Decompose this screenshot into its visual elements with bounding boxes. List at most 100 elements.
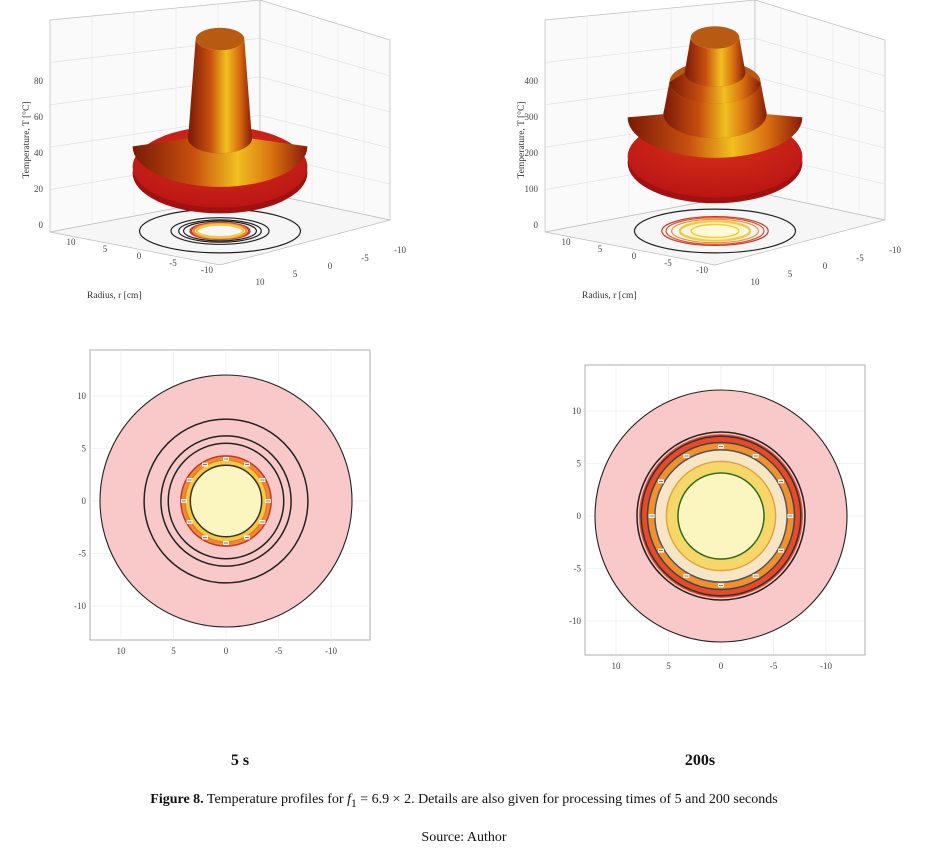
temperature-band — [190, 465, 262, 537]
x-tick-label: 5 — [666, 661, 671, 671]
y-tick-label: -5 — [574, 564, 582, 574]
floor-contour — [665, 217, 765, 245]
y-tick-label: 0 — [577, 511, 582, 521]
contour-line — [167, 442, 285, 560]
contour-line — [636, 431, 806, 601]
x-tick-label: 5 — [171, 646, 176, 656]
wall-grid — [754, 38, 886, 77]
x-tick-label: -5 — [770, 661, 778, 671]
surface-svg-5s: 0 20 40 60 80 10 5 0 -5 -10 10 5 0 -5 -10 Temperature, … — [21, 0, 406, 301]
z-tick-label: 0 — [39, 220, 44, 230]
x-tick-label: 5 — [598, 244, 603, 254]
surface-wall — [684, 37, 746, 87]
x-tick-label: 0 — [224, 646, 229, 656]
contour-plot-5s: 10 5 0 -5 -10 10 5 0 -5 -10 — [60, 340, 400, 675]
x-tick-label: 10 — [562, 237, 572, 247]
z-axis-label: Temperature, T [°C] — [21, 102, 32, 179]
wall-grid — [754, 76, 886, 113]
x-tick-label: -5 — [664, 258, 672, 268]
floor-contour — [183, 220, 258, 242]
x-tick-label: 10 — [117, 646, 127, 656]
time-label-200s: 200s — [684, 752, 716, 769]
z-tick-label: 20 — [34, 184, 44, 194]
y-tick-label: 10 — [572, 406, 582, 416]
surface-wall — [663, 82, 767, 139]
contour-plot-200s: 10 5 0 -5 -10 10 5 0 -5 -10 — [555, 355, 895, 690]
y-tick-label: 0 — [823, 261, 828, 271]
x-axis-label: Radius, r [cm] — [87, 291, 142, 301]
surface-svg-200s: 0 100 200 300 400 10 5 0 -5 -10 10 5 0 -5 -10 Temperatu… — [516, 0, 901, 301]
y-tick-label: 10 — [751, 277, 761, 287]
contour-line — [646, 441, 796, 591]
floor-contour — [661, 215, 769, 247]
x-axis-label: Radius, r [cm] — [582, 291, 637, 301]
caption-prefix: Figure 8. — [150, 792, 204, 807]
y-tick-label: -5 — [79, 549, 87, 559]
surface-mesh — [132, 27, 308, 214]
y-tick-label: 0 — [328, 261, 333, 271]
z-tick-label: 40 — [34, 148, 44, 158]
wall-grid — [259, 38, 391, 77]
z-tick-label: 400 — [525, 76, 539, 86]
x-tick-label: 10 — [612, 661, 622, 671]
x-tick-label: 0 — [632, 251, 637, 261]
contour-line — [665, 460, 777, 572]
floor-contour-core — [690, 223, 740, 239]
x-tick-label: 5 — [103, 244, 108, 254]
caption-text-2: = 6.9 × 2. Details are also given for pr… — [356, 792, 778, 807]
y-tick-label: 0 — [82, 496, 87, 506]
y-tick-label: 5 — [577, 459, 582, 469]
y-tick-label: -10 — [394, 245, 406, 255]
y-tick-label: 10 — [256, 277, 266, 287]
contour-line — [143, 418, 309, 584]
z-tick-label: 80 — [34, 76, 44, 86]
x-tick-label: -5 — [169, 258, 177, 268]
x-tick-label: -10 — [696, 265, 708, 275]
temperature-band — [677, 472, 765, 560]
z-tick-label: 300 — [525, 112, 539, 122]
contour-line — [594, 389, 848, 643]
contour-svg-200s: 10 5 0 -5 -10 10 5 0 -5 -10 — [569, 364, 866, 671]
floor-contour — [633, 208, 797, 254]
contour-line — [654, 449, 788, 583]
x-tick-label: 10 — [67, 237, 77, 247]
contour-axes: 10 5 0 -5 -10 10 5 0 -5 -10 — [74, 349, 371, 656]
surface-step-top — [690, 26, 740, 49]
floor-contour — [671, 218, 760, 244]
x-tick-label: 0 — [719, 661, 724, 671]
x-tick-label: -5 — [275, 646, 283, 656]
surface-plot-5s: 0 20 40 60 80 10 5 0 -5 -10 10 5 0 -5 -10 Temperature, … — [15, 0, 435, 315]
surface-wall — [627, 114, 803, 158]
y-tick-label: -5 — [856, 253, 864, 263]
y-tick-label: 10 — [77, 391, 87, 401]
wall-grid — [259, 76, 391, 113]
x-tick-label: -10 — [325, 646, 337, 656]
y-tick-label: 5 — [82, 444, 87, 454]
y-tick-label: -10 — [889, 245, 901, 255]
y-tick-label: 5 — [788, 269, 793, 279]
y-tick-label: -10 — [74, 601, 86, 611]
caption-subscript: 1 — [350, 796, 357, 810]
contour-line — [677, 472, 765, 560]
surface-wall — [669, 72, 761, 104]
surface-mesh — [627, 26, 803, 204]
contour-axes: 10 5 0 -5 -10 10 5 0 -5 -10 — [569, 364, 866, 671]
contour-line — [99, 374, 353, 628]
surface-plot-200s: 0 100 200 300 400 10 5 0 -5 -10 10 5 0 -5 -10 Temperatu… — [510, 0, 928, 315]
y-tick-label: -5 — [361, 253, 369, 263]
contour-line — [189, 464, 263, 538]
y-tick-label: -10 — [569, 616, 581, 626]
floor-contour — [195, 223, 245, 239]
z-axis-label: Temperature, T [°C] — [516, 102, 527, 179]
contour-line — [160, 435, 292, 567]
surface-step-top — [195, 27, 245, 51]
x-tick-label: -10 — [820, 661, 832, 671]
floor-contour — [685, 222, 745, 240]
caption-symbol: f — [347, 792, 351, 807]
contour-line — [640, 435, 802, 597]
figure-caption: Figure 8. Temperature profiles for f1 = … — [0, 792, 928, 810]
time-label-5s: 5 s — [230, 752, 250, 769]
surface-wall — [132, 138, 308, 187]
z-tick-label: 0 — [534, 220, 539, 230]
z-tick-label: 60 — [34, 112, 44, 122]
